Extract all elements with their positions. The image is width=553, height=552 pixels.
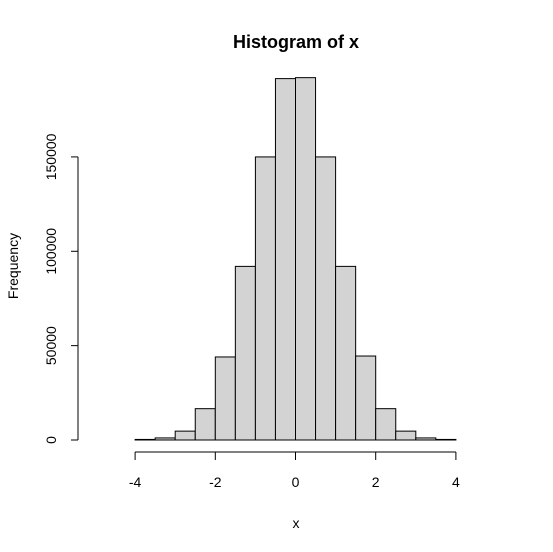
y-axis: 0 50000 100000 150000 [43,133,79,444]
x-tick-label: 2 [372,474,380,490]
histogram-bar [415,437,437,441]
y-tick-label: 150000 [43,133,59,180]
histogram-bars [134,77,457,441]
histogram-bar [395,430,417,441]
y-tick-label: 100000 [43,228,59,275]
x-tick-label: -2 [209,474,222,490]
histogram-bar [194,408,216,441]
x-axis: -4 -2 0 2 4 [129,451,460,490]
y-tick-label: 0 [43,436,59,444]
x-axis-label: x [293,515,300,531]
histogram-bar [355,355,377,441]
y-axis-label: Frequency [5,233,21,299]
x-tick-label: 0 [292,474,300,490]
histogram-bar [154,437,176,441]
x-tick-label: -4 [129,474,142,490]
histogram-bar [234,265,256,441]
histogram-bar [274,78,297,441]
chart-title: Histogram of x [233,32,359,52]
histogram-bar [435,438,457,441]
histogram-bar [174,430,196,441]
histogram-bar [335,265,357,441]
histogram-bar [254,156,276,441]
x-tick-label: 4 [452,474,460,490]
histogram-bar [214,356,236,441]
histogram-bar [375,408,397,441]
histogram-bar [315,156,337,441]
y-tick-label: 50000 [43,326,59,365]
histogram-bar [134,438,156,441]
histogram-bar [295,77,317,441]
